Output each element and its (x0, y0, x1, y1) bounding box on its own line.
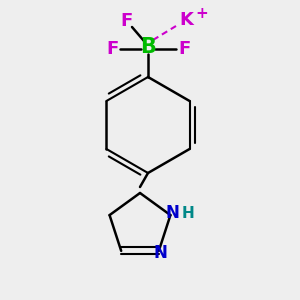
Text: F: F (120, 12, 132, 30)
Text: B: B (140, 37, 156, 57)
Text: N: N (154, 244, 168, 262)
Text: +: + (196, 7, 208, 22)
Text: H: H (182, 206, 195, 220)
Text: K: K (179, 11, 193, 29)
Text: F: F (106, 40, 118, 58)
Text: F: F (178, 40, 190, 58)
Text: N: N (166, 204, 179, 222)
